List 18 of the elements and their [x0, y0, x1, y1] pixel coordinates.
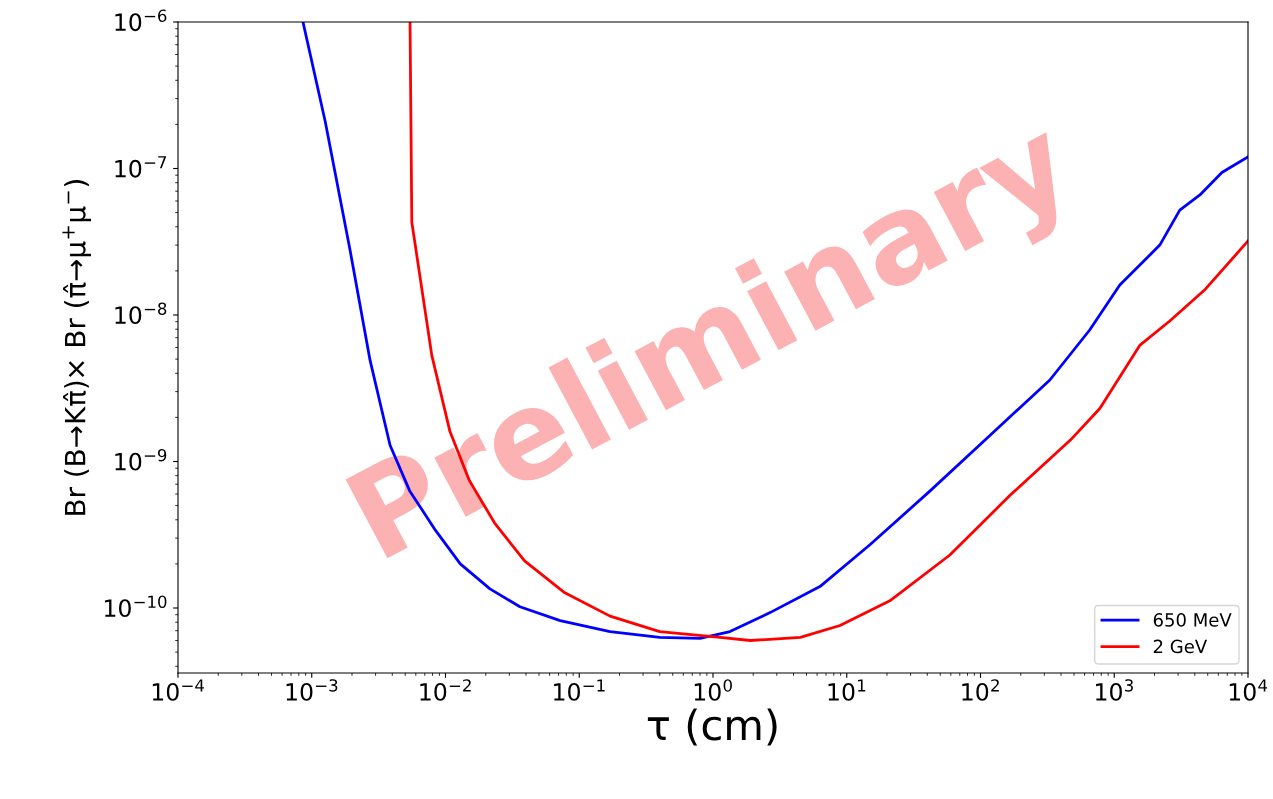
x-tick-label: 10$^{4}$ — [1229, 679, 1268, 701]
x-tick-label: 10$^{3}$ — [1096, 679, 1133, 701]
x-tick-label: 10$^{2}$ — [962, 679, 999, 701]
x-tick-label: 10$^{−3}$ — [286, 679, 338, 701]
x-tick-label: 10$^{−1}$ — [554, 679, 605, 701]
y-tick-label: 10$^{−7}$ — [115, 156, 167, 178]
legend-label: 650 MeV — [1153, 613, 1232, 627]
y-tick-label: 10$^{−9}$ — [115, 448, 167, 471]
y-tick-label: 10$^{−10}$ — [105, 595, 167, 618]
x-tick-label: 10$^{0}$ — [694, 679, 732, 701]
x-axis-title: τ (cm) — [647, 708, 777, 746]
x-tick-label: 10$^{−2}$ — [420, 679, 471, 701]
y-axis-title: Br (B→Kπ̂)× Br (π̂→μ$^{+}$μ$^{−}$) — [62, 180, 92, 515]
y-tick-label: 10$^{−8}$ — [115, 302, 167, 325]
y-tick-label: 10$^{−6}$ — [115, 9, 167, 32]
legend-label: 2 GeV — [1153, 639, 1208, 654]
x-tick-label: 10$^{1}$ — [828, 679, 866, 701]
x-tick-label: 10$^{−4}$ — [152, 679, 204, 701]
